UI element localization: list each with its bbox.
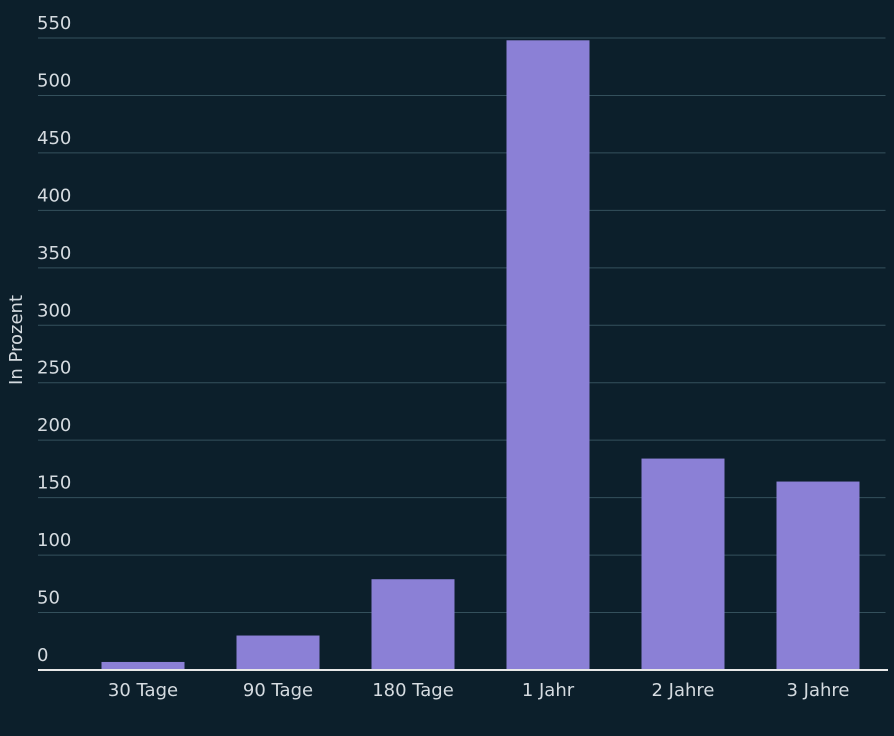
y-tick-label: 200 (37, 415, 71, 436)
y-tick-label: 300 (37, 300, 71, 321)
x-tick-label: 90 Tage (243, 680, 313, 701)
x-tick-label: 30 Tage (108, 680, 178, 701)
y-tick-label: 250 (37, 358, 71, 379)
bar (506, 40, 590, 671)
bar (641, 458, 725, 670)
y-tick-label: 500 (37, 70, 71, 91)
y-tick-label: 0 (37, 645, 48, 666)
y-tick-label: 50 (37, 588, 60, 609)
y-tick-label: 100 (37, 530, 71, 551)
y-tick-label: 150 (37, 473, 71, 494)
bar (101, 661, 185, 670)
bar (371, 579, 455, 670)
x-tick-label: 3 Jahre (787, 680, 850, 701)
y-tick-label: 400 (37, 185, 71, 206)
bar (776, 481, 860, 670)
y-tick-label: 350 (37, 243, 71, 264)
y-axis-label: In Prozent (6, 295, 27, 385)
x-tick-label: 1 Jahr (522, 680, 575, 701)
x-tick-label: 180 Tage (372, 680, 454, 701)
y-tick-label: 450 (37, 128, 71, 149)
x-tick-label: 2 Jahre (652, 680, 715, 701)
y-tick-label: 550 (37, 13, 71, 34)
bar (236, 635, 320, 670)
